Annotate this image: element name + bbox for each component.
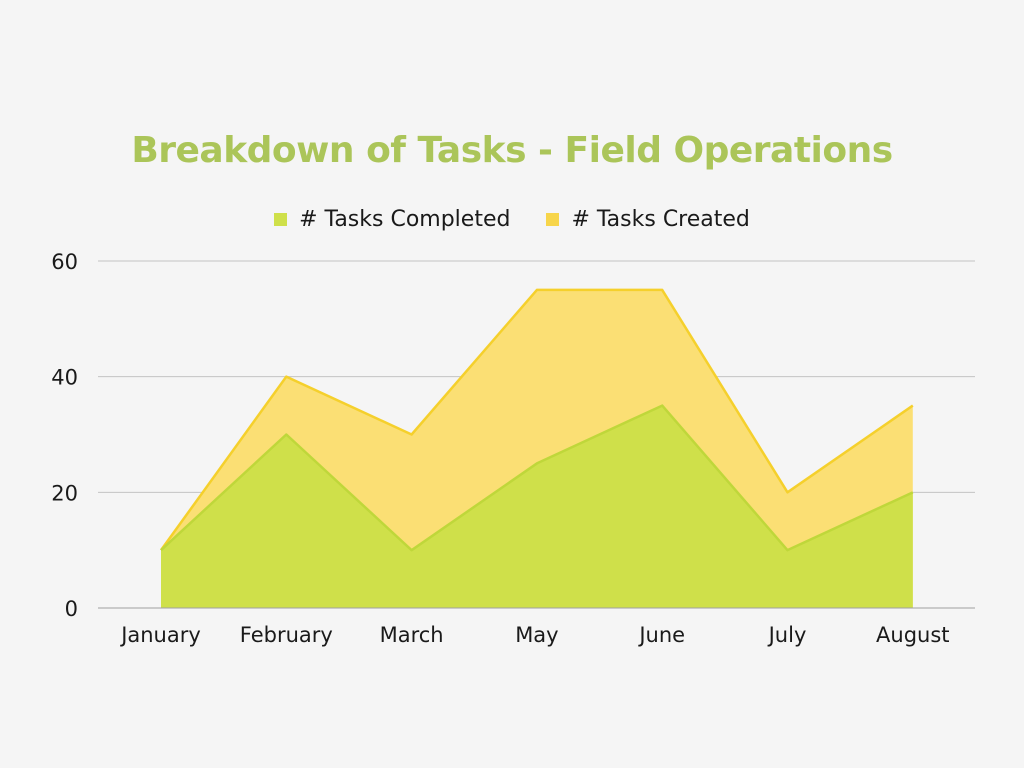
x-tick-label-february: February [240, 623, 333, 647]
chart-legend: # Tasks Completed # Tasks Created [0, 207, 1024, 232]
legend-item-completed: # Tasks Completed [274, 207, 510, 232]
y-tick-label-20: 20 [51, 481, 78, 505]
legend-item-created: # Tasks Created [546, 207, 750, 232]
legend-label-created: # Tasks Created [571, 207, 750, 232]
x-tick-label-january: January [119, 623, 201, 647]
x-tick-label-july: July [767, 623, 807, 647]
area-completed [161, 405, 913, 608]
chart-title: Breakdown of Tasks - Field Operations [131, 130, 893, 171]
y-tick-label-0: 0 [65, 597, 78, 621]
legend-label-completed: # Tasks Completed [299, 207, 511, 232]
legend-swatch-completed [274, 213, 288, 226]
x-tick-label-may: May [515, 623, 558, 647]
x-tick-label-june: June [637, 623, 685, 647]
legend-swatch-created [546, 213, 560, 226]
x-tick-label-march: March [380, 623, 444, 647]
x-tick-label-august: August [876, 623, 950, 647]
y-tick-label-40: 40 [51, 366, 78, 390]
y-tick-label-60: 60 [51, 250, 78, 274]
